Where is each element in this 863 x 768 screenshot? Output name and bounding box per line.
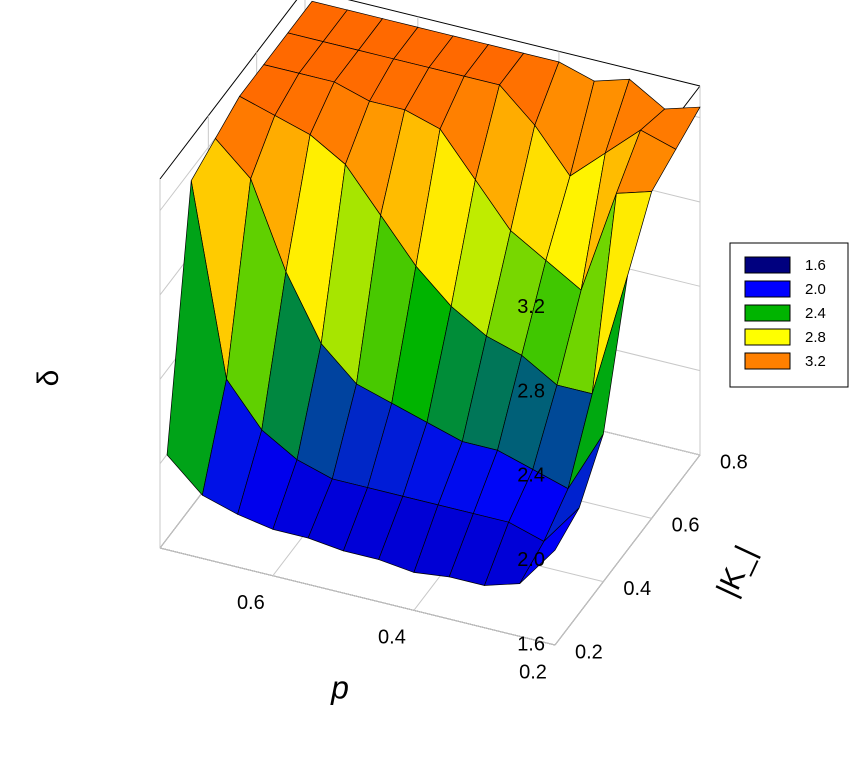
y-tick-label: 0.6 (672, 515, 700, 537)
axis-frame (159, 0, 298, 180)
grid-line (159, 547, 556, 646)
labels: 1.6 2.0 2.4 2.8 3.2 0.2 0.4 0.6 0.2 0.4 0.6 0.8 δ p |K… (32, 242, 849, 705)
z-axis-label: δ (32, 370, 65, 387)
legend-swatch (744, 352, 791, 370)
legend-label: 1.6 (805, 257, 826, 274)
grid-line (554, 454, 701, 646)
legend-label: 2.0 (805, 281, 826, 298)
z-tick-label: 2.4 (517, 465, 545, 487)
legend-label: 2.4 (805, 305, 826, 322)
z-tick-label: 2.8 (517, 380, 545, 402)
surface (166, 0, 701, 586)
y-tick-label: 0.4 (623, 578, 651, 600)
legend-swatch (744, 256, 791, 274)
legend-label: 2.8 (805, 329, 826, 346)
z-tick-label: 2.0 (517, 549, 545, 571)
surface-patch (519, 507, 580, 584)
y-tick-label: 0.8 (720, 451, 748, 473)
legend-swatch (744, 280, 791, 298)
x-tick-label: 0.6 (237, 592, 265, 614)
legend-swatch (744, 328, 791, 346)
x-axis-label: p (330, 669, 349, 705)
legend-label: 3.2 (805, 353, 826, 370)
x-tick-label: 0.2 (519, 661, 547, 683)
z-tick-label: 1.6 (517, 633, 545, 655)
y-tick-label: 0.2 (575, 641, 603, 663)
z-tick-label: 3.2 (517, 296, 545, 318)
x-tick-label: 0.4 (378, 627, 406, 649)
y-axis-label: |K_| (711, 541, 763, 602)
legend-swatch (744, 304, 791, 322)
axis-frame (347, 0, 701, 87)
